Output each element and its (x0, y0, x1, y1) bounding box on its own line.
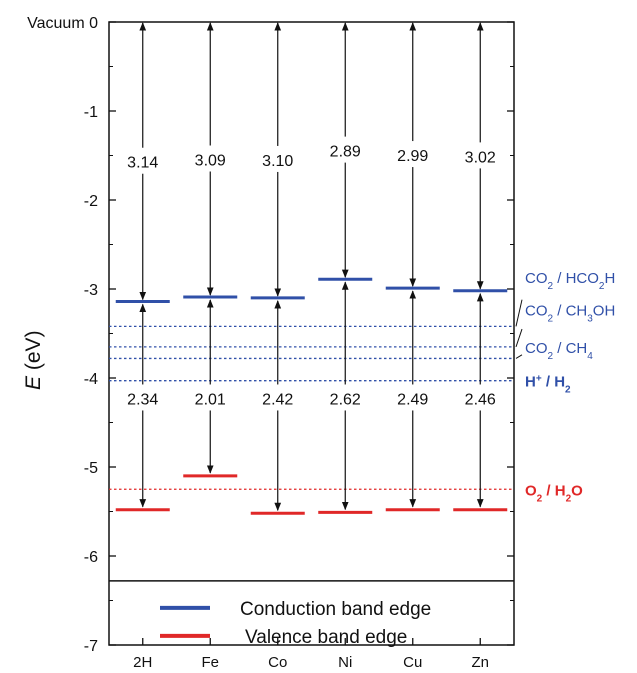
y-tick-label: -2 (84, 193, 98, 210)
vacuum-zero-label: Vacuum 0 (27, 15, 98, 32)
plot-frame (108, 21, 515, 646)
y-axis-label: E (eV) (22, 330, 45, 390)
legend-label-valence: Valence band edge (245, 627, 407, 648)
upper-gap-label-ni: 2.89 (330, 144, 361, 161)
x-tick-label-fe: Fe (201, 654, 219, 671)
y-tick-label: -1 (84, 104, 98, 121)
x-tick-label-2h: 2H (133, 654, 152, 671)
lower-gap-label-2h: 2.34 (127, 391, 158, 408)
reference-label-o2_h2o: O2 / H2O (525, 482, 583, 504)
upper-gap-label-cu: 2.99 (397, 148, 428, 165)
lower-gap-label-co: 2.42 (262, 391, 293, 408)
x-tick-label-cu: Cu (403, 654, 422, 671)
lower-gap-label-cu: 2.49 (397, 391, 428, 408)
upper-gap-label-2h: 3.14 (127, 155, 158, 172)
legend: Conduction band edge Valence band edge (109, 580, 514, 648)
y-tick-label: -6 (84, 549, 98, 566)
upper-gap-label-zn: 3.02 (465, 149, 496, 166)
reference-label-co2_ch3oh: CO2 / CH3OH (525, 303, 615, 325)
reference-label-co2_hcooh: CO2 / HCO2H (525, 270, 615, 292)
lower-gap-label-ni: 2.62 (330, 391, 361, 408)
upper-gap-label-fe: 3.09 (195, 153, 226, 170)
x-tick-label-ni: Ni (338, 654, 352, 671)
upper-gap-label-co: 3.10 (262, 153, 293, 170)
lower-gap-label-zn: 2.46 (465, 391, 496, 408)
lower-gap-label-fe: 2.01 (195, 391, 226, 408)
y-tick-label: -7 (84, 638, 98, 655)
leader-line-co2-ch4 (515, 354, 523, 359)
reference-label-h_h2: H+ / H2 (525, 373, 571, 395)
x-tick-label-co: Co (268, 654, 287, 671)
reference-label-co2_ch4: CO2 / CH4 (525, 340, 593, 362)
leader-line-co2-ch3oh (515, 328, 523, 348)
y-tick-label: -3 (84, 282, 98, 299)
leader-line-co2-hcooh (515, 299, 523, 327)
y-tick-label: -4 (84, 371, 98, 388)
legend-label-conduction: Conduction band edge (240, 599, 431, 620)
x-tick-label-zn: Zn (471, 654, 489, 671)
y-tick-label: -5 (84, 460, 98, 477)
